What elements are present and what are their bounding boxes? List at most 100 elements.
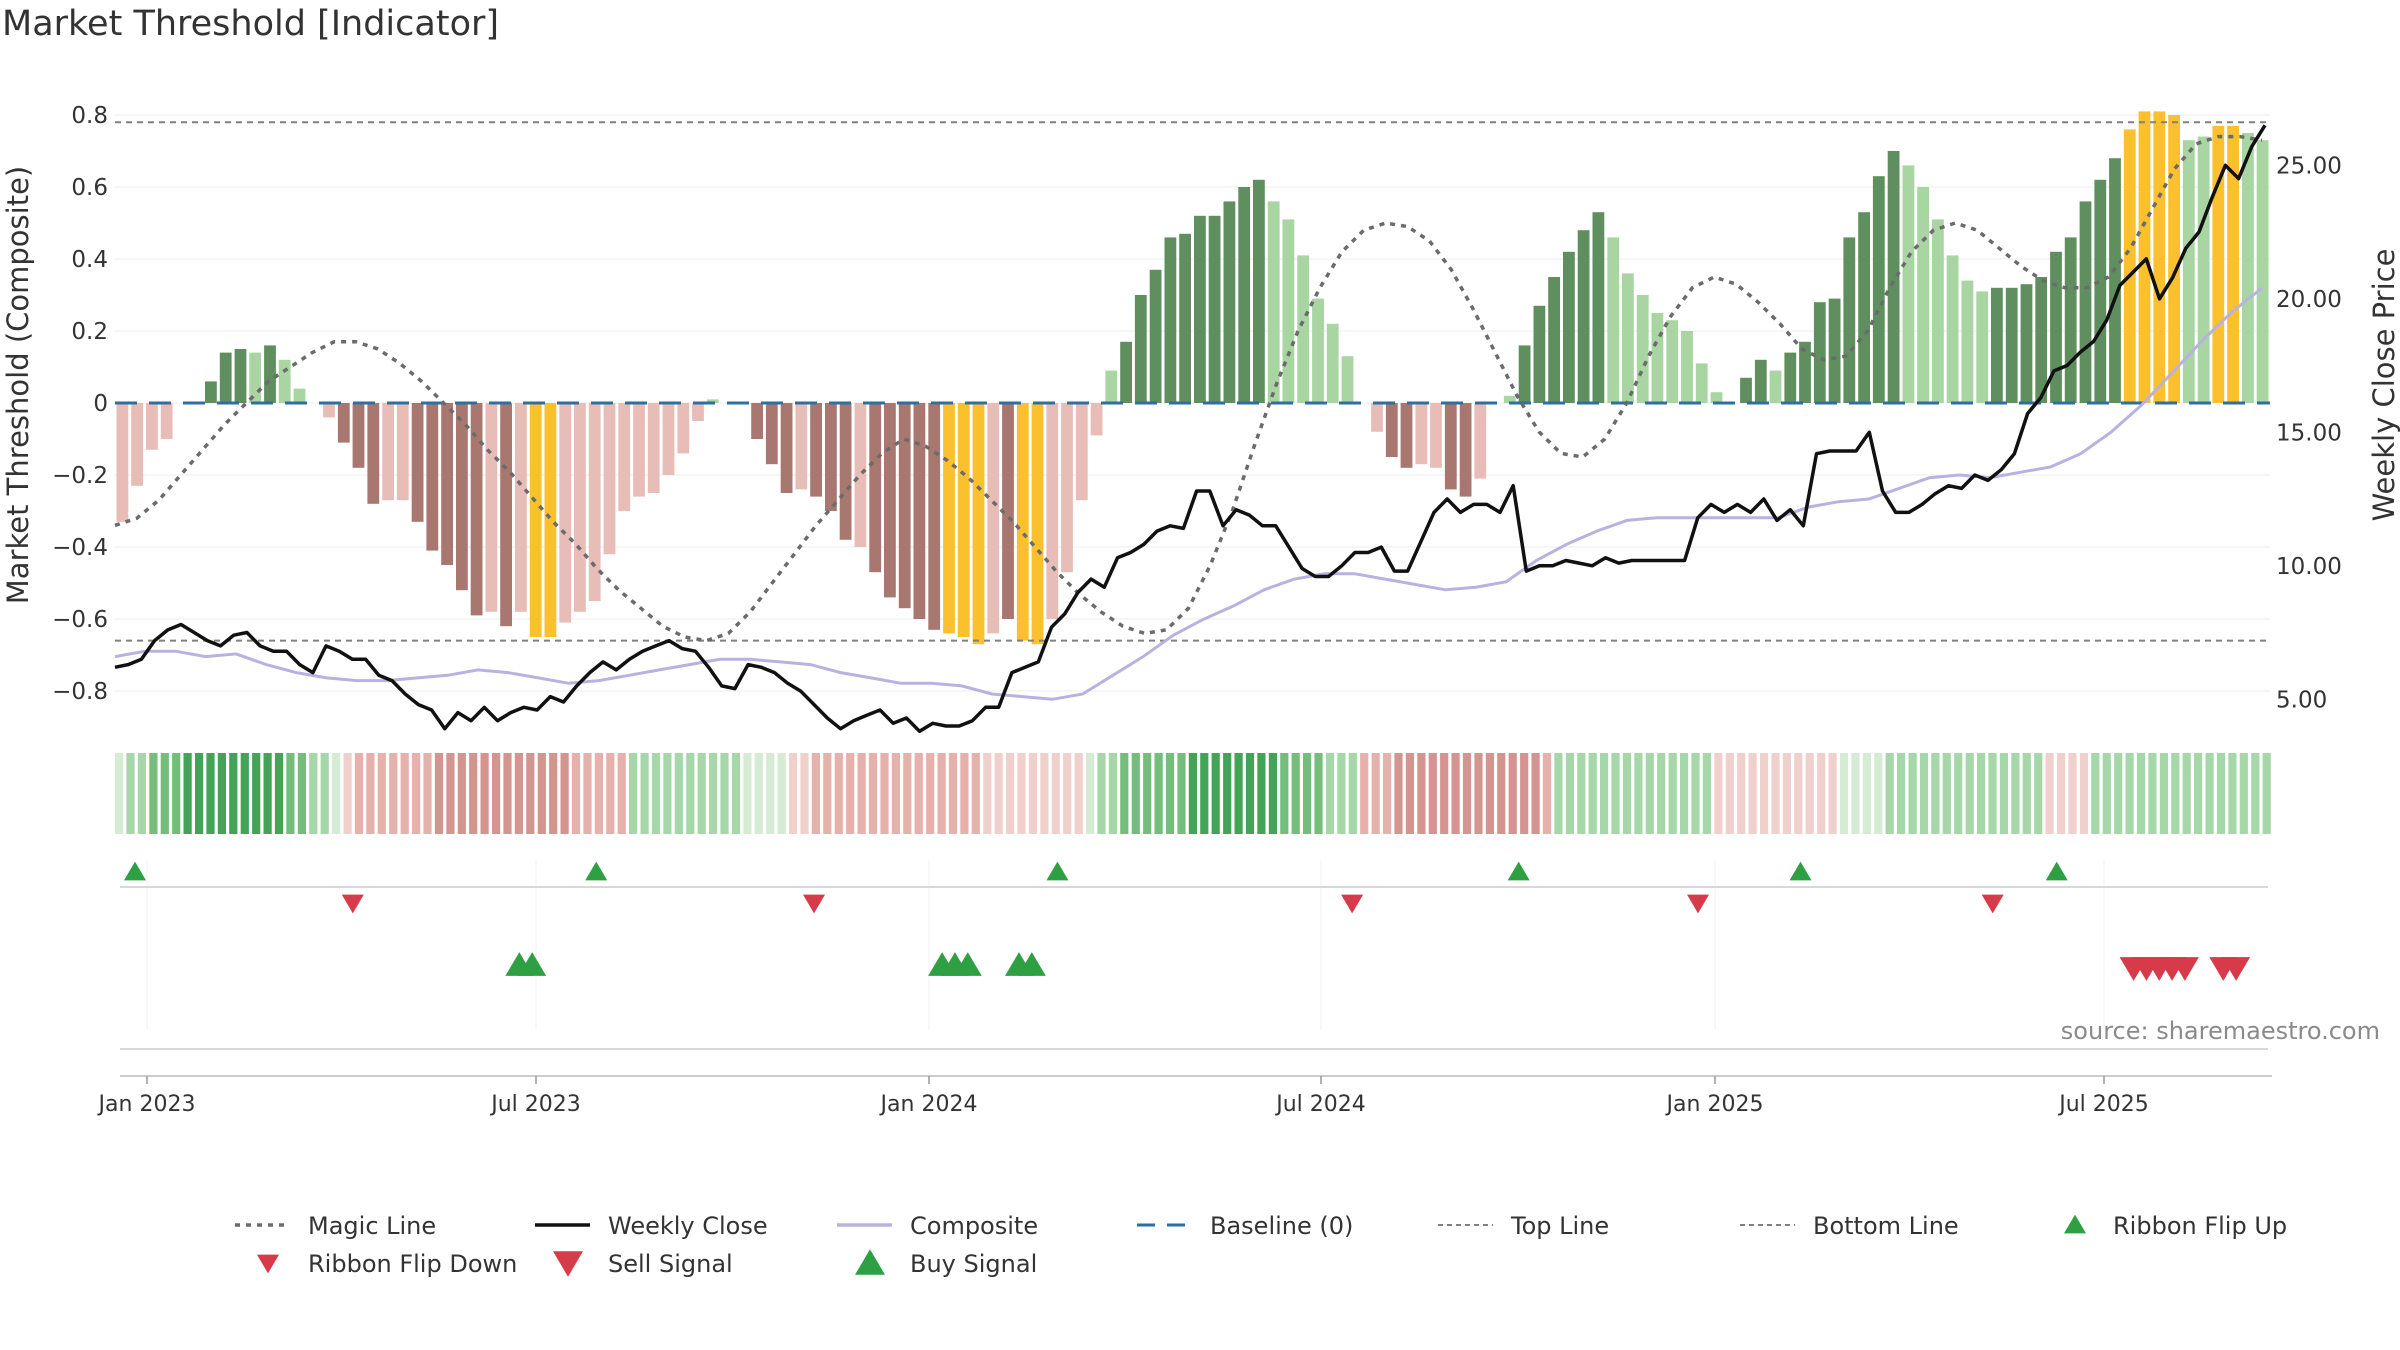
ribbon-cell [2171,753,2180,834]
ribbon-cell [857,753,866,834]
y-tick-label: −0.4 [52,535,108,561]
legend-item-buy: Buy Signal [855,1249,1037,1278]
ribbon-cell [663,753,672,834]
ribbon-cell [1428,753,1437,834]
buy-signal-marker [518,952,547,976]
composite-bar [1282,219,1295,403]
ribbon-cell [1520,753,1529,834]
composite-bar [249,352,262,403]
ribbon-cell [1337,753,1346,834]
ribbon-cell [1805,753,1814,834]
ribbon-cell [297,753,306,834]
composite-bar [2197,136,2210,403]
ribbon-cell [811,753,820,834]
legend-item-baseline: Baseline (0) [1137,1212,1353,1240]
composite-bar [382,403,394,501]
composite-bar [337,403,350,443]
composite-bar [1710,392,1723,403]
ribbon-cell [1017,753,1026,834]
ribbon-cell [1771,753,1780,834]
legend-label: Ribbon Flip Down [308,1250,517,1278]
x-tick-label: Jul 2023 [489,1092,581,1117]
ribbon-cell [1828,753,1837,834]
ribbon-cell [594,753,603,834]
legend-label: Sell Signal [608,1250,733,1278]
legend-item-top: Top Line [1438,1212,1609,1240]
ribbon-cell [1165,753,1175,834]
composite-bar [839,403,852,540]
ribbon-cell [606,753,615,834]
ribbon-cell [137,753,146,834]
composite-bar [1061,403,1073,573]
buy-signal-marker [1017,952,1046,976]
buy-signal-marker [953,952,982,976]
ribbon-cell [2148,753,2157,834]
ribbon-cell [777,753,786,834]
composite-bar [1577,230,1590,403]
source-note: source: sharemaestro.com [2061,1017,2380,1045]
ribbon-cell [1245,753,1255,834]
ribbon-cell [366,753,375,834]
composite-bar [913,403,926,619]
indicator-lines [114,121,2270,734]
ribbon-cell [1268,753,1277,834]
composite-bar [854,403,867,547]
composite-bar [1400,403,1413,468]
ribbon-cell [1143,753,1152,834]
composite-bar [603,403,616,555]
ribbon-cell [1748,753,1757,834]
ribbon-flip-up-marker [124,861,146,881]
ribbon-cell [172,753,181,834]
ribbon-cell [1303,753,1312,834]
composite-bar [1917,187,1929,403]
composite-bar [928,403,941,630]
ribbon-cell [1919,753,1929,834]
composite-bar [1208,215,1221,403]
ribbon-cell [629,753,638,834]
ribbon-cell [1451,753,1460,834]
x-tick-label: Jan 2025 [1665,1092,1764,1117]
ribbon-cell [537,753,546,834]
ribbon-cell [560,753,569,834]
legend-label: Top Line [1510,1212,1609,1240]
ribbon-cell [937,753,946,834]
ribbon-flip-up-marker [1046,861,1069,881]
composite-bar [898,403,911,609]
composite-bar [1105,370,1118,403]
ribbon-cell [1417,753,1426,834]
ribbon-cell [1200,753,1209,834]
legend-swatch [257,1254,279,1274]
ribbon-cell [423,753,432,834]
y2-tick-label: 20.00 [2276,287,2342,313]
grid [115,114,2270,692]
composite-bar [411,403,424,522]
ribbon-cell [846,753,855,834]
composite-bar [1253,179,1265,403]
composite-bar [1681,331,1693,403]
composite-bars [116,111,2269,645]
composite-bar [972,403,985,645]
ribbon-cell [1999,753,2008,834]
composite-bar [1976,291,1989,403]
ribbon-cell [206,753,215,834]
composite-bar [323,403,335,418]
composite-bar [352,403,365,468]
ribbon-cell [332,753,341,834]
composite-bar [1592,212,1605,403]
composite-bar [574,403,586,612]
ribbon-cell [571,753,581,834]
legend-label: Weekly Close [608,1212,768,1240]
legend-item-sell: Sell Signal [553,1250,733,1278]
ribbon-cell [914,753,923,834]
ribbon-cell [1954,753,1963,834]
ribbon-flip-up-marker [585,861,608,881]
legend-label: Baseline (0) [1210,1212,1353,1240]
composite-bar [146,403,158,450]
legend-swatch [855,1249,885,1275]
ribbon-cell [2194,753,2203,834]
composite-bar [205,381,217,403]
ribbon-cell [354,753,364,834]
composite-bar [825,403,837,511]
ribbon-cell [549,753,558,834]
composite-bar [662,403,675,475]
